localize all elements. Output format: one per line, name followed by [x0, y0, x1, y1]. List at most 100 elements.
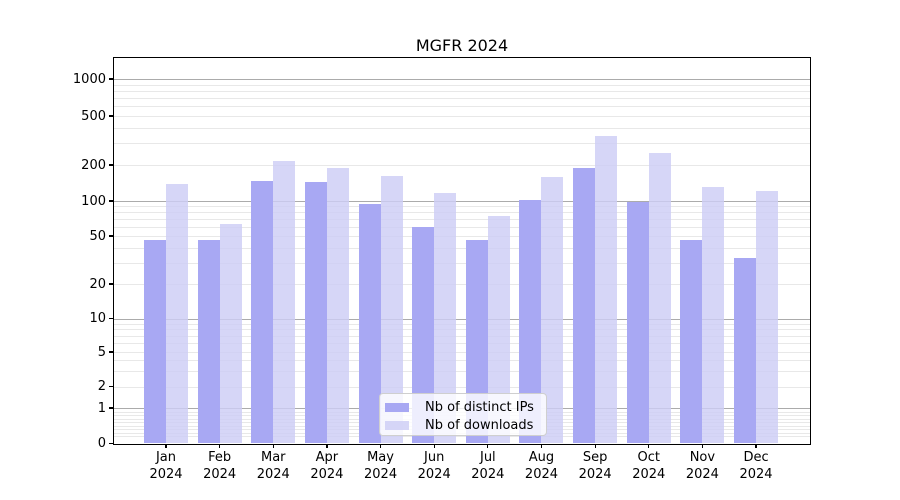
minor-gridline: [114, 143, 810, 145]
x-tick-label: Dec 2024: [739, 450, 773, 482]
minor-gridline: [114, 236, 810, 237]
minor-gridline: [114, 352, 810, 353]
bar-distinct-ips-oct: [626, 202, 649, 444]
minor-gridline: [114, 371, 810, 373]
minor-gridline: [114, 116, 810, 117]
minor-gridline: [114, 343, 810, 345]
y-tick-mark: [109, 407, 114, 409]
x-tick-mark: [165, 443, 167, 448]
y-tick-mark: [109, 235, 114, 237]
legend-label-distinct-ips: Nb of distinct IPs: [425, 400, 534, 415]
x-tick-mark: [701, 443, 703, 448]
x-tick-mark: [594, 443, 596, 448]
x-tick-mark: [755, 443, 757, 448]
x-tick-label: Apr 2024: [310, 450, 344, 482]
minor-gridline: [114, 329, 810, 331]
minor-gridline: [114, 360, 810, 362]
bar-distinct-ips-jun: [412, 226, 435, 444]
x-tick-label: Aug 2024: [524, 450, 559, 482]
minor-gridline: [114, 436, 810, 438]
y-tick-mark: [109, 442, 114, 445]
legend-swatch-downloads: [385, 421, 409, 430]
y-tick-label: 200: [81, 157, 106, 173]
bar-distinct-ips-may: [358, 203, 381, 444]
y-tick-mark: [109, 283, 114, 285]
bar-downloads-feb: [219, 224, 242, 444]
x-tick-label: Sep 2024: [578, 450, 612, 482]
y-tick-mark: [109, 385, 114, 388]
y-tick-label: 0: [97, 436, 106, 451]
x-tick-mark: [272, 443, 274, 448]
bar-distinct-ips-mar: [251, 180, 274, 444]
bar-downloads-dec: [756, 191, 779, 444]
minor-gridline: [114, 386, 810, 388]
minor-gridline: [114, 219, 810, 220]
minor-gridline: [114, 127, 810, 129]
minor-gridline: [114, 335, 810, 337]
bar-downloads-nov: [702, 186, 725, 444]
legend-swatch-distinct-ips: [385, 403, 409, 412]
x-tick-label: Oct 2024: [632, 450, 666, 482]
legend-item-downloads: Nb of downloads: [380, 417, 546, 434]
bar-distinct-ips-dec: [734, 257, 757, 444]
bar-distinct-ips-apr: [304, 181, 327, 444]
bar-distinct-ips-sep: [573, 168, 596, 444]
minor-gridline: [114, 262, 810, 264]
bar-downloads-may: [380, 175, 403, 444]
bar-downloads-aug: [541, 176, 564, 444]
y-tick-label: 50: [89, 228, 106, 244]
y-tick-mark: [109, 351, 114, 353]
y-tick-label: 2: [97, 379, 106, 394]
x-tick-label: Jun 2024: [417, 450, 451, 482]
bar-distinct-ips-jul: [465, 240, 488, 444]
legend: Nb of distinct IPs Nb of downloads: [379, 393, 547, 436]
legend-item-distinct-ips: Nb of distinct IPs: [380, 399, 546, 416]
minor-gridline: [114, 106, 810, 108]
x-tick-label: Mar 2024: [256, 450, 290, 482]
major-gridline: [114, 318, 810, 320]
minor-gridline: [114, 98, 810, 100]
y-tick-label: 20: [89, 276, 106, 292]
bar-downloads-mar: [273, 161, 296, 444]
bar-downloads-apr: [326, 168, 349, 444]
minor-gridline: [114, 323, 810, 325]
major-gridline: [114, 201, 810, 202]
y-tick-mark: [109, 200, 114, 202]
x-tick-mark: [219, 443, 221, 448]
x-tick-mark: [540, 443, 543, 448]
y-tick-mark: [109, 164, 114, 166]
x-tick-label: Jan 2024: [149, 450, 183, 482]
x-tick-label: Feb 2024: [203, 450, 237, 482]
bar-distinct-ips-feb: [197, 240, 220, 444]
y-tick-label: 1000: [72, 71, 106, 87]
x-tick-label: May 2024: [364, 450, 398, 482]
y-tick-mark: [109, 317, 114, 320]
bar-downloads-jan: [166, 184, 188, 444]
minor-gridline: [114, 206, 810, 208]
y-tick-mark: [109, 78, 114, 80]
x-tick-mark: [326, 443, 328, 448]
minor-gridline: [114, 84, 810, 86]
legend-label-downloads: Nb of downloads: [425, 418, 534, 433]
major-gridline: [114, 79, 810, 80]
minor-gridline: [114, 165, 810, 166]
chart-title: MGFR 2024: [415, 36, 509, 55]
bar-downloads-oct: [648, 152, 671, 444]
bar-distinct-ips-nov: [680, 240, 703, 444]
x-tick-mark: [487, 443, 489, 448]
y-tick-label: 1: [97, 400, 106, 416]
x-tick-label: Jul 2024: [471, 450, 505, 482]
bar-downloads-sep: [595, 135, 618, 444]
y-tick-label: 100: [81, 193, 106, 209]
minor-gridline: [114, 284, 810, 285]
x-tick-mark: [379, 443, 382, 448]
x-tick-label: Nov 2024: [685, 450, 719, 482]
plot-area: [113, 57, 811, 445]
bar-distinct-ips-jan: [144, 240, 166, 444]
minor-gridline: [114, 226, 810, 228]
y-tick-label: 500: [81, 108, 106, 124]
minor-gridline: [114, 247, 810, 249]
y-tick-label: 10: [89, 311, 106, 326]
bar-downloads-jul: [487, 215, 510, 444]
